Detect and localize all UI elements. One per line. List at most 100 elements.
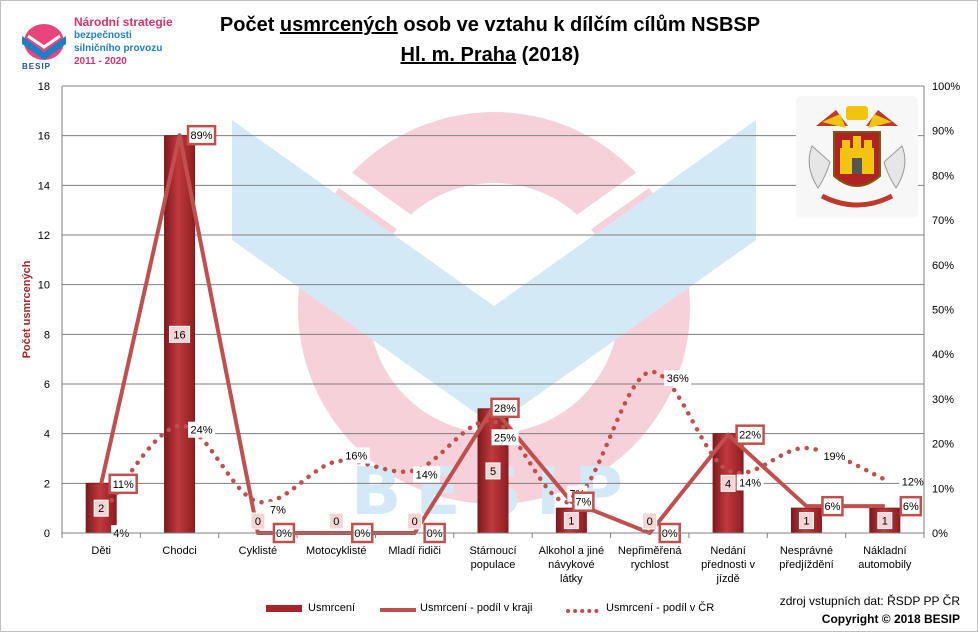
cr-value-label-text: 14%	[739, 477, 761, 489]
cr-value-label-text: 36%	[667, 373, 689, 385]
cr-value-label: 24%	[188, 421, 216, 438]
x-category-label: Mladí řidiči	[388, 545, 441, 557]
bar-value-label: 1	[563, 512, 579, 530]
bar-value-label-text: 4	[725, 478, 731, 490]
cr-value-label-box	[820, 448, 848, 465]
bar-value-label: 4	[720, 474, 736, 492]
bar-value-label: 0	[328, 512, 344, 530]
bar-value-label: 0	[250, 512, 266, 530]
bar-value-label: 0	[407, 512, 423, 530]
bar-value-label-text: 1	[568, 516, 574, 528]
x-category-label: Nesprávné	[780, 545, 833, 557]
cr-value-label-text: 19%	[823, 451, 845, 463]
title-year: (2018)	[516, 44, 580, 66]
title-part-1: Počet	[219, 14, 280, 36]
x-category-label: jízdě	[715, 573, 739, 585]
cr-value-label-box	[188, 421, 216, 438]
y2-tick-label: 80%	[932, 170, 954, 182]
logo-caption: Národní strategie bezpečnosti silničního…	[74, 16, 173, 68]
cr-value-label-text: 4%	[113, 528, 129, 540]
axes: 0246810121416180%10%20%30%40%50%60%70%80…	[21, 81, 960, 585]
logo-brand: BESIP	[22, 62, 52, 71]
y-tick-label: 14	[38, 180, 50, 192]
source-line: zdroj vstupních dat: ŘSDP PP ČR	[779, 594, 960, 608]
bar-value-label-box	[798, 512, 814, 530]
region-value-label-box	[108, 473, 138, 495]
besip-logo-icon	[22, 24, 66, 60]
cr-value-label-text: 16%	[345, 450, 367, 462]
region-value-label: 28%	[490, 397, 520, 419]
bar-value-label: 5	[485, 462, 501, 480]
title-part-2: usmrcených	[279, 14, 398, 36]
y-axis-title: Počet usmrcených	[21, 260, 33, 358]
legend-swatch-line-region	[380, 608, 416, 612]
bar-value-label: 16	[169, 325, 191, 343]
y2-tick-label: 70%	[932, 215, 954, 227]
y-tick-label: 16	[38, 131, 50, 143]
cr-value-label-box	[267, 501, 288, 518]
y2-tick-label: 90%	[932, 126, 954, 138]
bar-value-label-box	[485, 462, 501, 480]
logo-line-1: Národní strategie	[74, 15, 173, 29]
bar-value-label-text: 5	[490, 466, 496, 478]
title-line-1: Počet usmrcených osob ve vztahu k dílčím…	[180, 10, 800, 40]
cr-value-label-text: 12%	[902, 476, 924, 488]
region-value-label-text: 0%	[662, 528, 678, 540]
bar-value-label-text: 0	[412, 516, 418, 528]
region-value-label-text: 0%	[427, 528, 443, 540]
y-tick-label: 18	[38, 81, 50, 93]
besip-logo: BESIP Národní strategie bezpečnosti siln…	[6, 12, 186, 76]
bar-value-label-box	[250, 512, 266, 530]
region-value-label-text: 22%	[739, 430, 761, 442]
y2-tick-label: 30%	[932, 394, 954, 406]
bar-value-label-box	[407, 512, 423, 530]
x-category-label: automobily	[858, 559, 912, 571]
title-line-2: Hl. m. Praha (2018)	[180, 40, 800, 70]
region-value-label-box	[186, 124, 217, 146]
region-value-label: 89%	[186, 124, 217, 146]
region-value-label-text: 6%	[825, 501, 841, 513]
y-tick-label: 8	[44, 329, 50, 341]
x-category-label: Stárnoucí	[469, 545, 516, 557]
region-value-label: 11%	[108, 473, 138, 495]
x-category-label: předjíždění	[779, 559, 833, 571]
x-category-label: látky	[560, 573, 583, 585]
x-category-label: návykové	[548, 559, 594, 571]
source-note: zdroj vstupních dat: ŘSDP PP ČR Copyrigh…	[780, 592, 960, 628]
bar-value-label-text: 0	[255, 516, 261, 528]
bar-value-label-box	[93, 499, 109, 517]
cr-value-label: 36%	[664, 370, 692, 387]
x-category-label: Nepřiměřená	[618, 545, 682, 557]
bar-value-label-text: 1	[803, 516, 809, 528]
x-category-label: Motocyklisté	[306, 545, 367, 557]
region-value-label: 22%	[735, 424, 765, 445]
x-category-label: Děti	[91, 545, 111, 557]
cr-value-label-box	[736, 474, 764, 491]
region-value-label-text: 7%	[575, 497, 591, 509]
cr-value-label: 14%	[413, 466, 441, 483]
x-category-label: populace	[471, 559, 516, 571]
bar-value-label-box	[720, 474, 736, 492]
chart: BESIP 2160005104114%24%7%16%14%25%7%36%1…	[21, 81, 960, 585]
prague-coat-of-arms-icon	[796, 96, 918, 218]
bar-value-label-text: 16	[173, 329, 185, 341]
x-category-label: rychlost	[631, 559, 669, 571]
y2-tick-label: 100%	[932, 81, 960, 93]
cr-value-label: 12%	[899, 473, 927, 490]
legend-swatch-line-cr	[566, 609, 602, 613]
y2-tick-label: 40%	[932, 349, 954, 361]
bar-value-label-text: 1	[882, 516, 888, 528]
y2-tick-label: 60%	[932, 260, 954, 272]
region-value-label-box	[735, 424, 765, 445]
y-tick-label: 0	[44, 528, 50, 540]
region-value-label-text: 11%	[113, 479, 134, 491]
cr-value-label-box	[664, 370, 692, 387]
region-value-label-box	[821, 495, 844, 517]
region-value-label-text: 28%	[494, 403, 516, 415]
x-category-label: Nákladní	[863, 545, 906, 557]
region-value-label: 6%	[821, 495, 844, 517]
logo-line-3: silničního provozu	[74, 43, 163, 54]
title-place: Hl. m. Praha	[400, 44, 517, 66]
y-tick-label: 10	[38, 280, 50, 292]
y2-tick-label: 10%	[932, 483, 954, 495]
